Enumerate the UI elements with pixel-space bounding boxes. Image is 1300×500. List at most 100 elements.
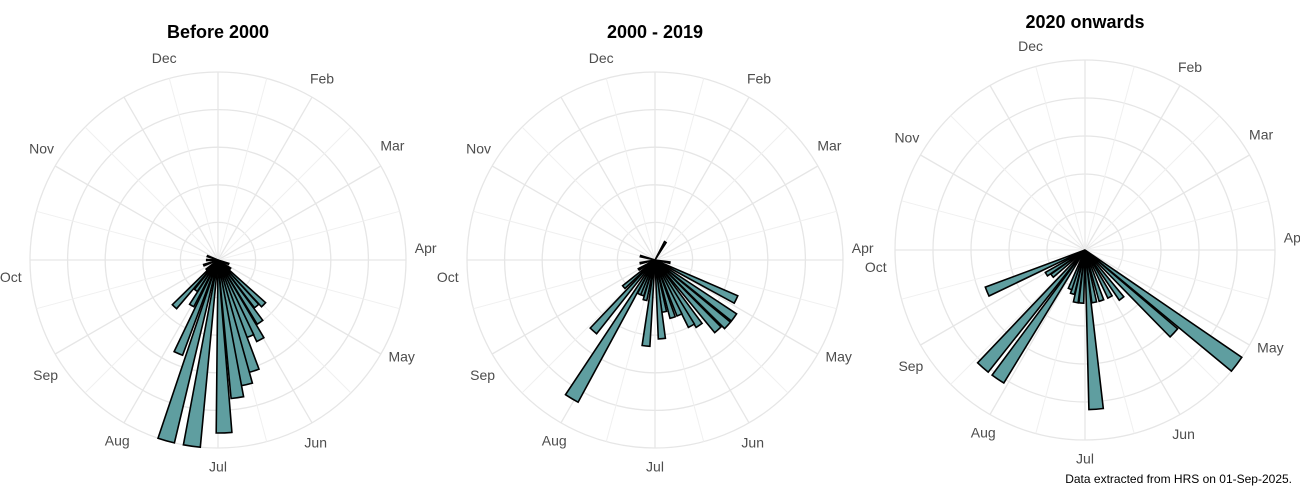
polar-bar: [654, 259, 671, 265]
grid-spoke: [1084, 154, 1250, 251]
polar-bar: [641, 259, 656, 348]
polar-panel-1: Before 2000 Apr May Jun Jul Aug Sep Oct Nov Dec Fe…: [0, 22, 437, 475]
polar-bar: [1084, 249, 1114, 300]
polar-bar: [217, 259, 260, 309]
grid-spoke: [1084, 249, 1250, 346]
month-label-mar: Mar: [380, 137, 404, 153]
grid-spoke: [473, 210, 656, 261]
polar-bar: [976, 249, 1086, 374]
month-label-dec: Dec: [152, 50, 177, 66]
month-label-dec: Dec: [1018, 38, 1043, 54]
month-label-feb: Feb: [1178, 59, 1202, 75]
polar-bar: [639, 259, 656, 265]
month-label-oct: Oct: [437, 269, 459, 285]
polar-bar: [589, 259, 656, 335]
polar-bar: [1084, 249, 1125, 302]
month-label-may: May: [388, 348, 414, 364]
grid-spoke: [217, 165, 382, 261]
polar-bar: [654, 259, 723, 334]
grid-spoke: [217, 259, 382, 355]
month-label-oct: Oct: [865, 259, 887, 275]
grid-spoke: [901, 200, 1086, 251]
grid-spoke: [901, 249, 1086, 300]
month-label-apr: Apr: [415, 240, 437, 256]
grid-spoke: [1084, 115, 1220, 251]
polar-bar: [639, 254, 656, 261]
grid-spoke: [54, 165, 219, 261]
grid-spoke: [654, 210, 837, 261]
grid-spoke: [654, 165, 819, 261]
grid-spoke: [123, 96, 219, 261]
month-label-apr: Apr: [852, 240, 874, 256]
month-label-may: May: [1257, 339, 1283, 355]
polar-bar: [990, 249, 1086, 385]
polar-bar: [1084, 249, 1105, 411]
month-label-mar: Mar: [1249, 126, 1273, 142]
month-label-jun: Jun: [1172, 426, 1195, 442]
grid-spoke: [36, 210, 219, 261]
data-source-caption: Data extracted from HRS on 01-Sep-2025.: [1065, 472, 1292, 486]
grid-spoke: [654, 259, 837, 310]
month-label-nov: Nov: [894, 129, 919, 145]
polar-bar: [205, 259, 219, 272]
grid-spoke: [217, 96, 313, 261]
grid-spoke: [654, 78, 705, 261]
grid-spoke: [491, 165, 656, 261]
grid-spoke: [560, 96, 656, 261]
polar-bar: [984, 249, 1086, 298]
polar-bar: [182, 259, 219, 449]
polar-bar: [654, 259, 667, 340]
month-label-sep: Sep: [898, 358, 923, 374]
grid-spoke: [217, 259, 400, 310]
month-label-feb: Feb: [747, 71, 771, 87]
polar-bar: [654, 259, 739, 305]
month-label-sep: Sep: [470, 367, 495, 383]
month-label-aug: Aug: [971, 424, 996, 440]
polar-bar: [1084, 249, 1179, 339]
grid-spoke: [1084, 66, 1135, 251]
grid-spoke: [217, 78, 268, 261]
grid-spoke: [920, 154, 1086, 251]
grid-spoke: [1084, 200, 1269, 251]
polar-bar: [637, 259, 656, 272]
month-label-apr: Apr: [1284, 230, 1300, 246]
month-label-jul: Jul: [1076, 451, 1094, 467]
polar-bar: [217, 259, 265, 343]
grid-spoke: [605, 78, 656, 261]
grid-spoke: [473, 259, 656, 310]
grid-spoke: [521, 126, 656, 261]
month-label-jun: Jun: [304, 434, 327, 450]
month-label-nov: Nov: [466, 141, 491, 157]
polar-bar: [1044, 249, 1086, 278]
polar-bar: [173, 259, 219, 357]
month-label-feb: Feb: [310, 71, 334, 87]
month-label-jun: Jun: [741, 434, 764, 450]
month-label-dec: Dec: [589, 50, 614, 66]
polar-bar: [1084, 249, 1098, 304]
panel-title: 2000 - 2019: [607, 22, 703, 42]
polar-panel-3: 2020 onwards Apr May Jun Jul Aug Sep Oct Nov Dec F…: [865, 12, 1300, 467]
polar-bar: [206, 254, 219, 261]
grid-spoke: [36, 259, 219, 310]
polar-bar: [171, 259, 219, 310]
polar-bar: [654, 259, 677, 320]
polar-bar: [217, 259, 245, 400]
polar-bar: [654, 259, 683, 318]
polar-bar: [1084, 249, 1105, 303]
month-label-sep: Sep: [33, 367, 58, 383]
month-label-may: May: [825, 348, 851, 364]
polar-bar: [654, 240, 668, 261]
grid-spoke: [654, 96, 750, 261]
polar-bar: [1067, 249, 1086, 291]
polar-bar: [205, 258, 219, 262]
grid-spoke: [168, 78, 219, 261]
grid-spoke: [1084, 249, 1269, 300]
polar-bar: [215, 259, 233, 434]
grid-spoke: [989, 85, 1086, 251]
polar-bar: [217, 259, 264, 326]
month-label-nov: Nov: [29, 141, 54, 157]
month-label-jul: Jul: [646, 459, 664, 475]
polar-bar: [156, 259, 219, 444]
polar-bar: [654, 259, 704, 329]
grid-spoke: [1035, 66, 1086, 251]
